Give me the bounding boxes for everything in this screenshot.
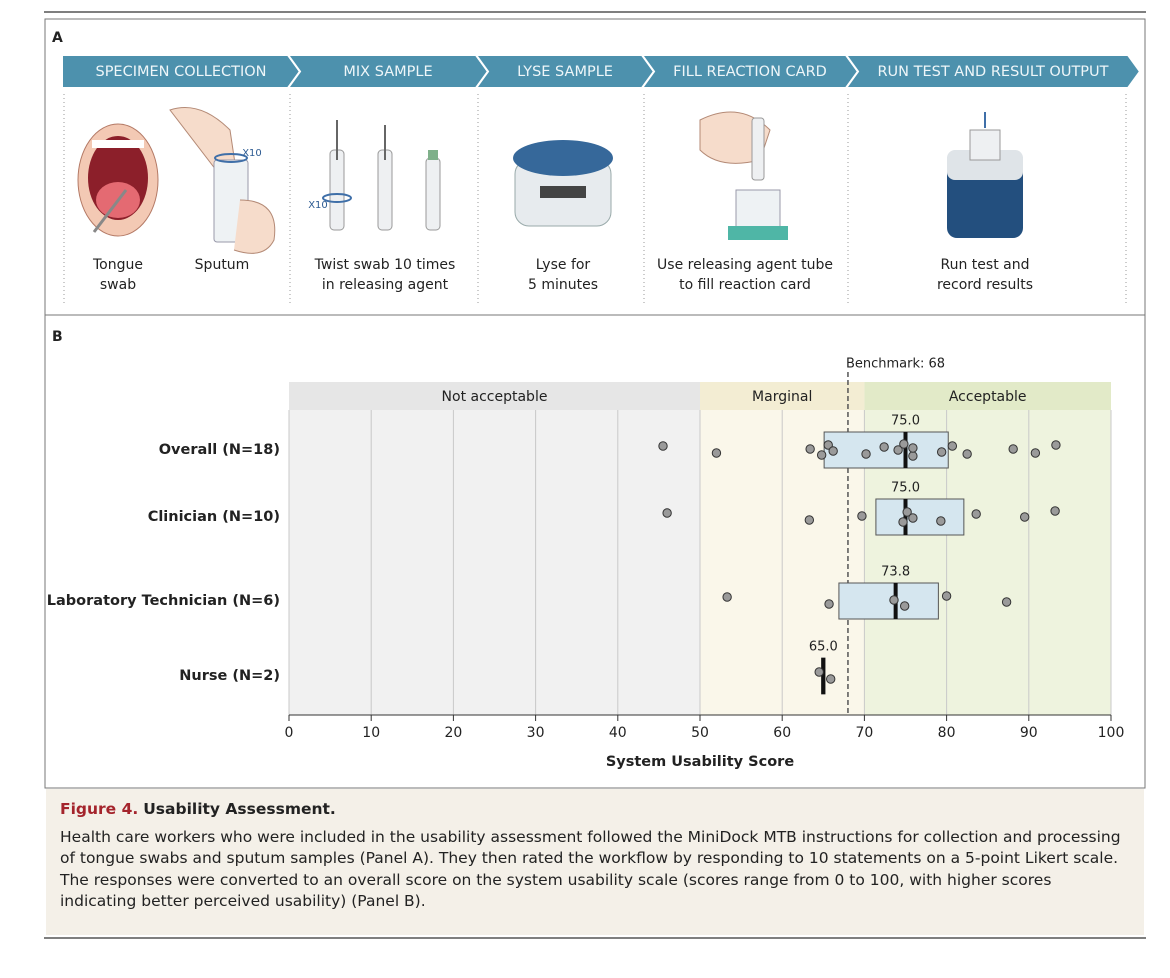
point [1019, 512, 1030, 522]
point [1001, 597, 1012, 607]
point [1008, 444, 1018, 454]
step-caption: 5 minutes [528, 277, 598, 293]
point [879, 442, 889, 452]
zone-label: Not acceptable [442, 389, 548, 405]
x-tick-label: 50 [691, 725, 709, 741]
step-caption: Twist swab 10 times [314, 257, 456, 273]
point [711, 448, 722, 458]
step-banner [844, 54, 1142, 89]
step-title: LYSE SAMPLE [517, 64, 613, 80]
step-caption: Tongue [92, 257, 143, 273]
x-axis-label: System Usability Score [606, 754, 795, 770]
illustration-sputum [169, 107, 276, 254]
step-title: SPECIMEN COLLECTION [95, 64, 266, 80]
panel-label: B [52, 329, 63, 345]
x-tick-label: 100 [1098, 725, 1125, 741]
x-tick-label: 90 [1020, 725, 1038, 741]
category-label: Clinician (N=10) [148, 509, 280, 525]
point [908, 513, 918, 523]
illustration-card [699, 111, 788, 240]
caption-text: Health care workers who were included in… [60, 827, 1121, 911]
point [805, 444, 815, 454]
point [658, 441, 668, 451]
point [941, 591, 952, 601]
caption: Figure 4. Usability Assessment. Health c… [46, 789, 1144, 935]
point [947, 441, 958, 451]
point [971, 509, 981, 519]
x-tick-label: 60 [773, 725, 791, 741]
point [823, 440, 833, 450]
illustration-tubes [322, 120, 441, 231]
step-title: FILL REACTION CARD [673, 64, 827, 80]
illustration-label: X10 [242, 148, 262, 159]
point [936, 516, 946, 526]
step-caption: in releasing agent [322, 277, 449, 293]
point [814, 667, 824, 677]
figure-title: Usability Assessment. [143, 800, 336, 818]
panel-label: A [52, 30, 63, 46]
illustration-device [947, 112, 1023, 238]
box [838, 582, 939, 620]
point [825, 674, 836, 684]
point [824, 599, 834, 609]
point [857, 511, 867, 521]
point [908, 443, 918, 453]
benchmark-label: Benchmark: 68 [846, 357, 945, 372]
step-caption: Run test and [941, 257, 1030, 273]
illustration-lyser [513, 140, 613, 227]
point [1050, 506, 1060, 516]
point [861, 449, 871, 459]
x-tick-label: 80 [938, 725, 956, 741]
point [899, 601, 910, 611]
median-label: 75.0 [891, 481, 920, 496]
point [722, 592, 732, 602]
point [1030, 448, 1041, 458]
category-label: Nurse (N=2) [179, 668, 280, 684]
illustration-mouth [77, 123, 159, 237]
step-caption: Sputum [195, 257, 250, 273]
point [893, 445, 903, 455]
x-tick-label: 10 [362, 725, 380, 741]
x-tick-label: 0 [285, 725, 294, 741]
point [804, 515, 815, 525]
x-tick-label: 30 [527, 725, 545, 741]
x-tick-label: 20 [444, 725, 462, 741]
illustration-label: X10 [308, 200, 328, 211]
category-label: Overall (N=18) [159, 442, 280, 458]
step-caption: Use releasing agent tube [657, 257, 833, 273]
step-caption: to fill reaction card [679, 277, 811, 293]
point [962, 449, 972, 459]
zone-header [864, 382, 1111, 410]
point [816, 450, 827, 460]
point [899, 439, 909, 449]
point [1051, 440, 1061, 450]
figure-number: Figure 4. [60, 800, 139, 818]
point [898, 517, 908, 527]
point [902, 507, 912, 517]
step-title: RUN TEST AND RESULT OUTPUT [877, 64, 1108, 80]
point [662, 508, 672, 518]
point [908, 451, 918, 461]
point [936, 447, 947, 457]
x-tick-label: 40 [609, 725, 627, 741]
median-label: 75.0 [891, 414, 920, 429]
x-tick-label: 70 [855, 725, 873, 741]
median-label: 73.8 [881, 565, 910, 580]
step-caption: Lyse for [536, 257, 591, 273]
zone-label: Marginal [752, 389, 812, 405]
zone-header [289, 382, 700, 410]
step-caption: swab [100, 277, 136, 293]
step-caption: record results [937, 277, 1033, 293]
step-title: MIX SAMPLE [343, 64, 432, 80]
category-label: Laboratory Technician (N=6) [47, 593, 280, 609]
zone-header [700, 382, 865, 410]
zone-label: Acceptable [949, 389, 1027, 405]
median-label: 65.0 [809, 640, 838, 655]
box [875, 498, 965, 536]
zone [289, 410, 700, 715]
point [889, 595, 899, 605]
point [828, 446, 838, 456]
